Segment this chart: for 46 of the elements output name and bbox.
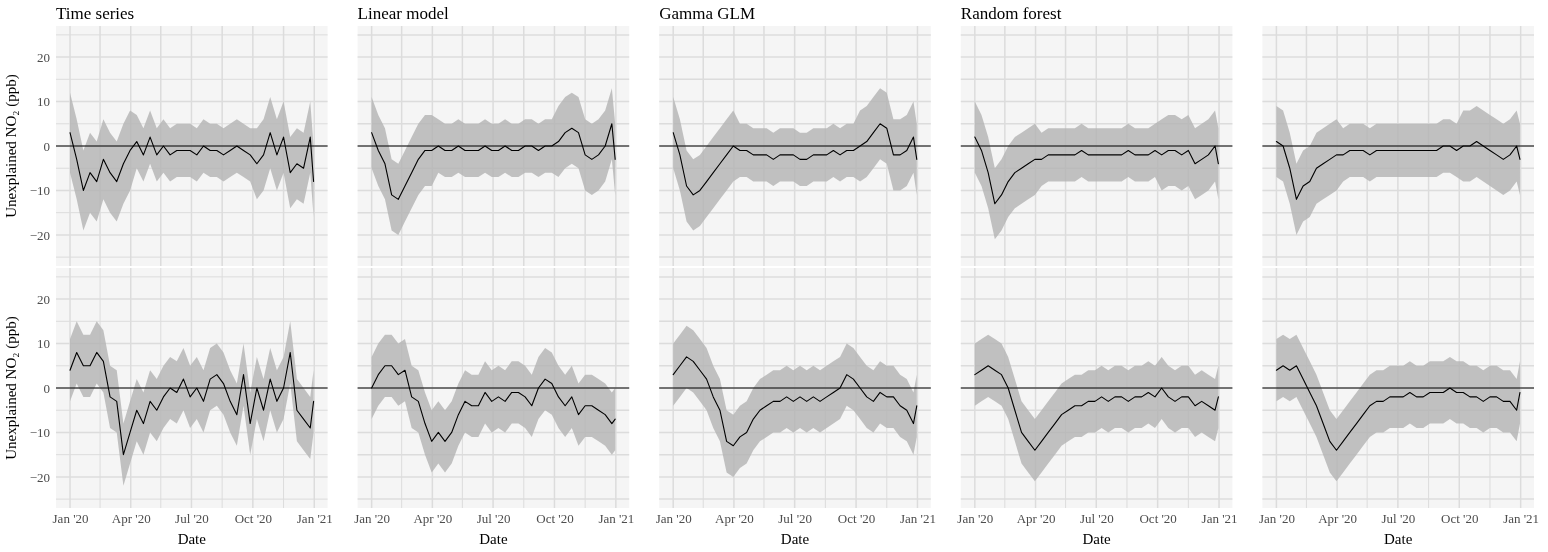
x-tick-label: Apr '20	[413, 511, 453, 527]
chart-title: Time series	[56, 4, 135, 23]
y-tick-label: 10	[37, 336, 50, 352]
x-tick-label: Apr '20	[715, 511, 754, 527]
x-axis-title: Date	[479, 531, 508, 547]
x-tick-label: Oct '20	[1441, 511, 1479, 527]
x-tick-label: Jan '20	[655, 511, 692, 527]
x-tick-label: Jan '21	[899, 511, 936, 527]
x-tick-label: Jan '21	[1503, 511, 1540, 527]
y-tick-label: 0	[43, 380, 50, 396]
x-tick-label: Jan '21	[598, 511, 635, 527]
y-tick-label: −20	[29, 227, 50, 243]
x-tick-label: Apr '20	[1318, 511, 1358, 527]
y-axis-title: Unexplained NO₂ (ppb)	[3, 316, 20, 460]
y-tick-label: −10	[29, 425, 50, 441]
x-tick-label: Jan '20	[957, 511, 994, 527]
y-tick-label: 0	[43, 138, 50, 154]
x-axis-title: Date	[1082, 531, 1112, 547]
x-tick-label: Jan '20	[1258, 511, 1295, 527]
x-tick-label: Jul '20	[476, 511, 511, 527]
x-tick-label: Jan '21	[296, 511, 333, 527]
chart-title: Gamma GLM	[659, 4, 756, 23]
x-tick-label: Jul '20	[175, 511, 209, 527]
x-axis-title: Date	[1384, 531, 1413, 547]
y-tick-label: −10	[29, 183, 50, 199]
x-tick-label: Oct '20	[1139, 511, 1177, 527]
chart-title: Linear model	[357, 4, 449, 23]
x-tick-label: Jan '20	[52, 511, 89, 527]
y-tick-label: 20	[37, 291, 50, 307]
x-tick-label: Jul '20	[778, 511, 813, 527]
y-tick-label: 20	[37, 49, 50, 65]
x-tick-label: Apr '20	[111, 511, 151, 527]
x-tick-label: Jan '20	[354, 511, 391, 527]
x-axis-title: Date	[177, 531, 207, 547]
x-tick-label: Oct '20	[536, 511, 574, 527]
x-tick-label: Jan '21	[1201, 511, 1238, 527]
chart-title: Random forest	[960, 4, 1062, 23]
y-axis-title: Unexplained NO₂ (ppb)	[3, 74, 20, 218]
y-tick-label: −20	[29, 469, 50, 485]
x-tick-label: Oct '20	[837, 511, 876, 527]
y-tick-label: 10	[37, 94, 50, 110]
x-tick-label: Apr '20	[1016, 511, 1056, 527]
x-axis-title: Date	[780, 531, 810, 547]
x-tick-label: Oct '20	[234, 511, 273, 527]
x-tick-label: Jul '20	[1079, 511, 1114, 527]
x-tick-label: Jul '20	[1381, 511, 1416, 527]
